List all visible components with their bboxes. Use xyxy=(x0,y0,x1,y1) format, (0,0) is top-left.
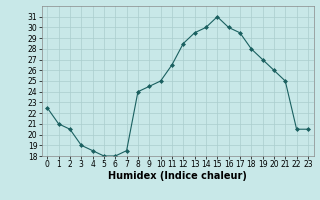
X-axis label: Humidex (Indice chaleur): Humidex (Indice chaleur) xyxy=(108,171,247,181)
